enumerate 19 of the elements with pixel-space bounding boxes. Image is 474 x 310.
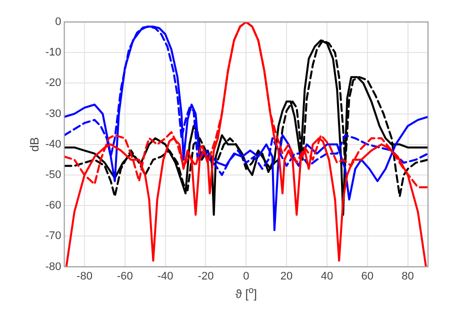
x-tick-label: 40	[320, 270, 334, 282]
y-tick-label: -80	[45, 260, 62, 273]
x-tick-label: 0	[243, 270, 250, 282]
y-tick-label: -20	[45, 77, 62, 90]
y-tick-label: -10	[45, 46, 62, 59]
x-tick-label: -60	[116, 270, 133, 282]
y-tick-label: -60	[45, 200, 62, 212]
y-tick-label: -40	[45, 138, 62, 150]
x-tick-label: -40	[157, 270, 174, 282]
y-axis-title: dB	[28, 137, 42, 152]
x-tick-label: 20	[280, 270, 293, 282]
x-tick-label: -80	[76, 270, 92, 282]
y-tick-label: -70	[45, 230, 62, 242]
y-tick-label: 0	[55, 16, 62, 28]
x-tick-label: -20	[198, 270, 214, 282]
y-tick-label: -50	[45, 169, 62, 182]
x-tick-label: 60	[361, 270, 374, 282]
x-tick-label: 80	[402, 270, 414, 282]
y-tick-label: -30	[45, 108, 62, 120]
